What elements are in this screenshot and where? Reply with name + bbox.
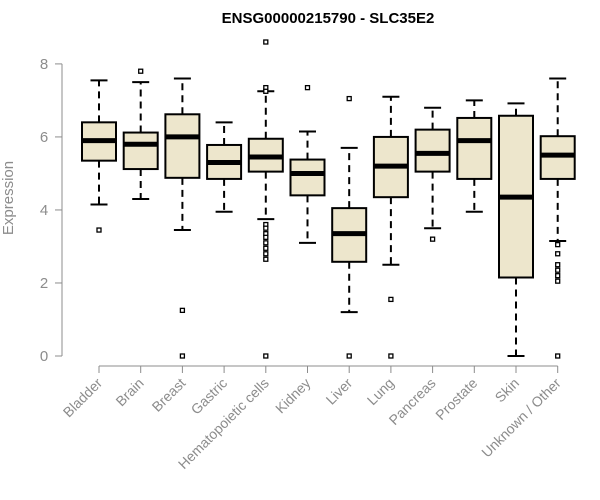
box-group xyxy=(289,84,326,244)
outlier-point xyxy=(388,353,394,359)
x-tick-label: Breast xyxy=(149,375,189,415)
x-tick-label: Prostate xyxy=(432,375,480,423)
outlier-point xyxy=(263,245,269,251)
box-group xyxy=(81,79,117,233)
outlier-point xyxy=(179,307,186,314)
outlier-point xyxy=(263,39,269,45)
box-group xyxy=(539,77,576,359)
outlier-point xyxy=(138,68,144,74)
box-group xyxy=(414,106,451,242)
x-tick-label: Lung xyxy=(364,375,397,408)
outlier-point xyxy=(263,88,269,94)
y-tick-label: 2 xyxy=(40,275,48,292)
x-tick-label: Bladder xyxy=(60,375,106,421)
outlier-point xyxy=(555,278,561,284)
box-group xyxy=(372,95,409,359)
x-tick-label: Skin xyxy=(492,375,523,406)
box-iqr xyxy=(456,116,493,180)
box-group xyxy=(498,102,534,357)
outlier-point xyxy=(304,84,311,91)
box-group xyxy=(206,121,243,213)
box-group xyxy=(331,95,368,359)
y-tick-label: 4 xyxy=(40,202,48,219)
outlier-point xyxy=(346,353,352,359)
outlier-point xyxy=(346,95,352,102)
box-iqr xyxy=(122,131,159,171)
plot-area xyxy=(81,39,576,359)
box-iqr xyxy=(289,158,326,197)
y-axis: 0 2 4 6 8 xyxy=(40,56,63,365)
outlier-point xyxy=(263,240,269,246)
outlier-point xyxy=(555,353,561,359)
outlier-point xyxy=(555,251,561,257)
outlier-point xyxy=(388,296,394,303)
outlier-point xyxy=(96,227,102,233)
chart-title: ENSG00000215790 - SLC35E2 xyxy=(222,10,435,27)
x-tick-label: Kidney xyxy=(272,375,314,417)
outlier-point xyxy=(555,273,561,279)
outlier-point xyxy=(429,236,436,242)
outlier-point xyxy=(555,267,561,273)
y-tick-label: 6 xyxy=(40,129,48,146)
box-group xyxy=(164,77,201,359)
box-group xyxy=(247,39,284,359)
outlier-point xyxy=(179,353,186,359)
y-axis-label: Expression xyxy=(0,161,17,235)
x-tick-label: Liver xyxy=(323,375,356,408)
x-tick-label: Brain xyxy=(112,375,146,409)
box-iqr xyxy=(164,113,201,179)
x-tick-label: Unknown / Other xyxy=(478,375,564,461)
outlier-point xyxy=(555,241,561,248)
outlier-point xyxy=(263,256,269,262)
y-tick-label: 8 xyxy=(40,56,48,73)
outlier-point xyxy=(263,251,269,257)
y-tick-label: 0 xyxy=(40,348,48,365)
box-group xyxy=(122,68,159,200)
box-iqr xyxy=(414,128,451,173)
outlier-point xyxy=(263,234,269,240)
box-group xyxy=(456,99,493,213)
outlier-point xyxy=(555,262,561,268)
outlier-point xyxy=(263,225,269,231)
outlier-point xyxy=(263,353,269,359)
